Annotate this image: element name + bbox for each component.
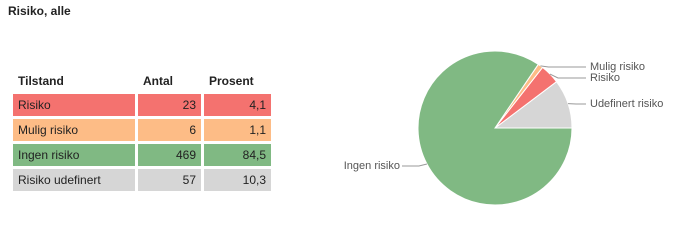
pie-slice <box>417 50 573 206</box>
table-cell: Risiko udefinert <box>18 173 101 187</box>
table: Tilstand Antal Prosent Risiko 23 4,1 Mulig ris… <box>10 68 274 194</box>
table-cell: 4,1 <box>249 98 266 112</box>
table-row: Risiko 23 4,1 <box>13 94 271 116</box>
leader-line <box>549 73 586 79</box>
pie-label: Risiko <box>590 72 620 84</box>
title: Risiko, alle <box>8 4 71 18</box>
table-cell: 84,5 <box>242 148 266 162</box>
header-row: Tilstand Antal Prosent <box>13 71 271 91</box>
table-row: Ingen risiko 469 84,5 <box>13 144 271 166</box>
table-cell: 10,3 <box>242 173 266 187</box>
page: Risiko, alle Tilstand Antal Prosent Risiko 2… <box>8 4 664 206</box>
leader-line <box>540 65 586 68</box>
table-cell: Risiko <box>18 98 51 112</box>
table-cell: Ingen risiko <box>18 148 80 162</box>
pie-label: Mulig risiko <box>590 61 645 73</box>
column-header: Tilstand <box>18 74 64 88</box>
pie-label: Ingen risiko <box>344 160 400 172</box>
column-header: Antal <box>143 74 173 88</box>
table-cell: 469 <box>175 148 196 162</box>
leader-line <box>402 163 428 167</box>
table-cell: Mulig risiko <box>18 123 79 137</box>
table-row: Mulig risiko 6 1,1 <box>13 119 271 141</box>
table-cell: 57 <box>182 173 196 187</box>
pie-label: Udefinert risiko <box>590 98 663 110</box>
table-cell: 6 <box>189 123 196 137</box>
table-row: Risiko udefinert 57 10,3 <box>13 169 271 191</box>
table-cell: 1,1 <box>249 123 266 137</box>
table-cell: 23 <box>182 98 196 112</box>
column-header: Prosent <box>209 74 254 88</box>
